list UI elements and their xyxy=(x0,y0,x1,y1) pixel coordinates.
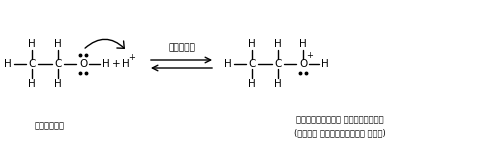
Text: H: H xyxy=(122,59,130,69)
Text: C: C xyxy=(274,59,282,69)
Text: एथेनॉल: एथेनॉल xyxy=(35,121,65,131)
Text: H: H xyxy=(224,59,232,69)
Text: C: C xyxy=(54,59,62,69)
Text: H: H xyxy=(102,59,110,69)
Text: H: H xyxy=(248,39,256,49)
Text: +: + xyxy=(129,53,136,61)
Text: H: H xyxy=(321,59,329,69)
Text: H: H xyxy=(274,39,282,49)
Text: O: O xyxy=(79,59,87,69)
Text: H: H xyxy=(299,39,307,49)
Text: +: + xyxy=(112,59,120,69)
Text: H: H xyxy=(28,39,36,49)
Text: O: O xyxy=(299,59,307,69)
Text: H: H xyxy=(248,79,256,89)
Text: प्रोटॉनित ऐल्कोहॉल: प्रोटॉनित ऐल्कोहॉल xyxy=(296,115,384,125)
Text: H: H xyxy=(4,59,12,69)
FancyArrowPatch shape xyxy=(85,39,124,48)
Text: C: C xyxy=(28,59,36,69)
Text: +: + xyxy=(307,51,314,60)
Text: H: H xyxy=(28,79,36,89)
Text: H: H xyxy=(54,79,62,89)
Text: C: C xyxy=(248,59,255,69)
Text: (एथिल ओक्सोनियम आयन): (एथिल ओक्सोनियम आयन) xyxy=(294,128,386,138)
Text: H: H xyxy=(54,39,62,49)
Text: H: H xyxy=(274,79,282,89)
Text: तीव्र: तीव्र xyxy=(168,44,195,53)
